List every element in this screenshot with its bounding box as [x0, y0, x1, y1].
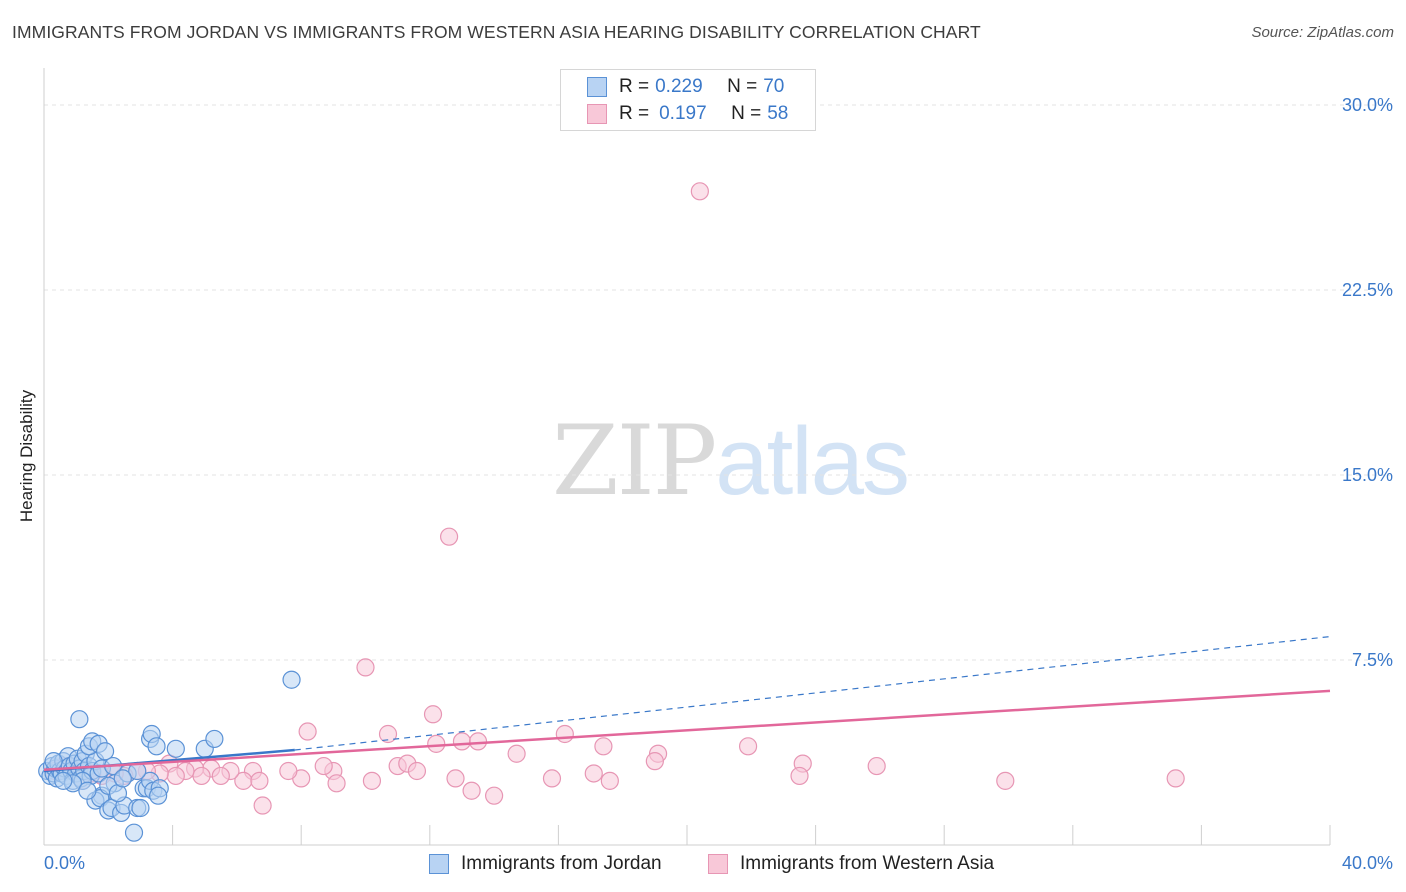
western-asia-point	[542, 769, 562, 788]
western-asia-point	[452, 732, 472, 751]
western-asia-point	[166, 766, 185, 786]
legend-r-label: R =	[619, 76, 650, 97]
x-tick-label-max: 40.0%	[1342, 853, 1393, 873]
correlation-legend: R = 0.229 N = 70 R = 0.197 N = 58	[560, 69, 816, 131]
bottom-legend-swatch-jordan	[429, 854, 449, 874]
western-asia-trend-line	[43, 689, 1331, 772]
legend-n-label: N =	[727, 76, 758, 97]
points-layer	[38, 182, 1185, 842]
western-asia-point	[507, 744, 526, 763]
jordan-point	[147, 737, 166, 756]
legend-n-value: 58	[767, 103, 789, 124]
jordan-point	[54, 771, 73, 790]
legend-n-label: N =	[731, 103, 762, 124]
western-asia-point	[192, 766, 211, 786]
western-asia-point	[485, 786, 504, 805]
jordan-point	[166, 739, 185, 758]
western-asia-point	[298, 722, 317, 741]
x-tick-label-min: 0.0%	[44, 853, 85, 873]
western-asia-point	[439, 527, 459, 546]
western-asia-point	[378, 724, 398, 744]
jordan-point	[205, 729, 224, 749]
western-asia-point	[600, 771, 619, 790]
watermark-atlas: atlas	[715, 408, 910, 515]
watermark-zip: ZIP	[552, 405, 717, 517]
y-tick-label: 30.0%	[1342, 95, 1393, 115]
legend-swatch-jordan	[587, 77, 607, 97]
western-asia-point	[468, 732, 488, 751]
western-asia-point	[407, 761, 427, 781]
source-credit: Source: ZipAtlas.com	[1251, 24, 1394, 41]
legend-swatch-western-asia	[587, 104, 607, 124]
western-asia-point	[446, 769, 465, 788]
western-asia-point	[555, 724, 574, 744]
axis-layer	[43, 68, 1331, 846]
western-asia-point	[996, 771, 1015, 790]
western-asia-point	[1166, 769, 1185, 788]
y-axis-title: Hearing Disability	[17, 389, 36, 523]
western-asia-point	[362, 771, 382, 790]
jordan-point	[95, 742, 115, 761]
legend-r-value: 0.197	[659, 103, 707, 124]
y-tick-label: 22.5%	[1342, 280, 1393, 300]
western-asia-point	[867, 756, 886, 776]
western-asia-point	[738, 737, 758, 756]
western-asia-point	[645, 752, 664, 771]
western-asia-point	[427, 734, 446, 753]
trend-layer	[43, 635, 1331, 773]
jordan-point	[78, 781, 97, 800]
western-asia-point	[314, 756, 333, 776]
bottom-legend-western-asia: Immigrants from Western Asia	[708, 851, 994, 877]
jordan-point	[113, 769, 132, 788]
tick-label-layer: 7.5% 15.0% 22.5% 30.0% 0.0% 40.0%	[44, 95, 1393, 873]
chart-title: IMMIGRANTS FROM JORDAN VS IMMIGRANTS FRO…	[12, 22, 981, 42]
jordan-point	[70, 710, 89, 729]
grid-layer	[44, 104, 1392, 661]
western-asia-point	[211, 766, 230, 786]
bottom-legend-swatch-western-asia	[708, 854, 728, 874]
y-tick-label: 7.5%	[1352, 650, 1393, 670]
legend-n-value: 70	[763, 76, 785, 97]
western-asia-point	[423, 705, 443, 724]
western-asia-point	[690, 182, 709, 201]
legend-row-jordan: R = 0.229 N = 70	[587, 74, 784, 100]
western-asia-point	[594, 737, 613, 756]
western-asia-point	[250, 771, 269, 790]
western-asia-point	[253, 796, 272, 815]
jordan-point	[282, 670, 301, 689]
y-tick-label: 15.0%	[1342, 465, 1393, 485]
jordan-point	[131, 798, 150, 818]
western-asia-point	[584, 764, 603, 783]
jordan-trend-extension	[294, 635, 1331, 751]
western-asia-point	[327, 774, 346, 793]
legend-row-western-asia: R = 0.197 N = 58	[587, 101, 788, 127]
jordan-point	[149, 786, 168, 805]
bottom-legend-label-jordan: Immigrants from Jordan	[461, 853, 662, 874]
western-asia-point	[790, 766, 809, 786]
watermark: ZIPatlas	[552, 405, 910, 517]
bottom-legend-label-western-asia: Immigrants from Western Asia	[740, 853, 995, 874]
bottom-legend-jordan: Immigrants from Jordan	[429, 851, 662, 877]
jordan-point	[44, 752, 63, 771]
legend-r-value: 0.229	[655, 76, 703, 97]
legend-r-label: R =	[619, 103, 650, 124]
western-asia-point	[356, 658, 375, 677]
western-asia-point	[279, 761, 298, 781]
jordan-point	[124, 823, 144, 842]
western-asia-point	[462, 781, 481, 800]
